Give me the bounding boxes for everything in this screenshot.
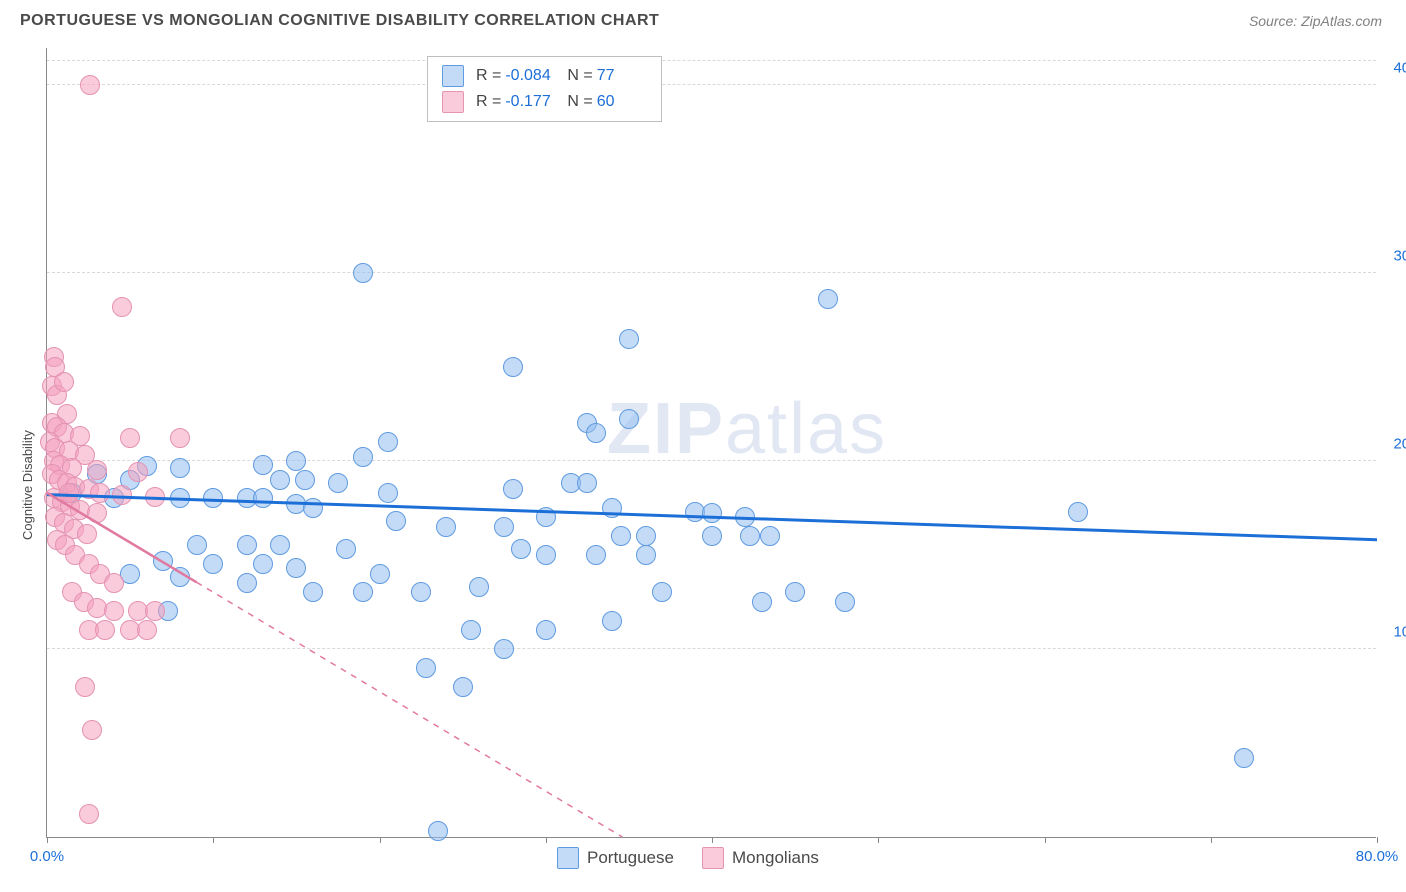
legend-swatch: [702, 847, 724, 869]
source-prefix: Source:: [1249, 13, 1301, 29]
x-tick: [712, 837, 713, 843]
y-axis-label: Cognitive Disability: [20, 430, 35, 540]
legend-swatch: [442, 91, 464, 113]
legend-label: Mongolians: [732, 848, 819, 868]
source-name: ZipAtlas.com: [1301, 13, 1382, 29]
trendlines: [47, 47, 1377, 837]
r-label: R =: [476, 67, 501, 84]
n-value: 60: [597, 89, 647, 115]
n-value: 77: [597, 63, 647, 89]
x-tick: [213, 837, 214, 843]
legend-swatch: [442, 65, 464, 87]
x-tick: [1377, 837, 1378, 843]
x-tick-label: 0.0%: [30, 848, 64, 865]
x-tick: [1045, 837, 1046, 843]
y-tick-label: 40.0%: [1393, 59, 1406, 76]
x-tick: [47, 837, 48, 843]
r-value: -0.177: [505, 89, 555, 115]
x-tick: [878, 837, 879, 843]
legend-stats-row: R =-0.177 N = 60: [442, 89, 647, 115]
r-value: -0.084: [505, 63, 555, 89]
legend-series: Portuguese Mongolians: [557, 847, 839, 869]
legend-stats: R =-0.084 N = 77 R =-0.177 N = 60: [427, 56, 662, 122]
plot-area: 10.0%20.0%30.0%40.0%0.0%80.0%ZIPatlasR =…: [46, 48, 1376, 838]
x-tick: [1211, 837, 1212, 843]
n-label: N =: [567, 93, 592, 110]
chart-container: PORTUGUESE VS MONGOLIAN COGNITIVE DISABI…: [0, 0, 1406, 892]
r-label: R =: [476, 93, 501, 110]
x-tick: [380, 837, 381, 843]
n-label: N =: [567, 67, 592, 84]
x-tick-label: 80.0%: [1356, 848, 1399, 865]
source-attribution: Source: ZipAtlas.com: [1249, 13, 1382, 29]
x-tick: [546, 837, 547, 843]
y-tick-label: 20.0%: [1393, 435, 1406, 452]
legend-stats-row: R =-0.084 N = 77: [442, 63, 647, 89]
header: PORTUGUESE VS MONGOLIAN COGNITIVE DISABI…: [0, 0, 1406, 40]
y-tick-label: 30.0%: [1393, 247, 1406, 264]
legend-swatch: [557, 847, 579, 869]
y-tick-label: 10.0%: [1393, 623, 1406, 640]
chart-title: PORTUGUESE VS MONGOLIAN COGNITIVE DISABI…: [20, 12, 659, 30]
legend-label: Portuguese: [587, 848, 674, 868]
